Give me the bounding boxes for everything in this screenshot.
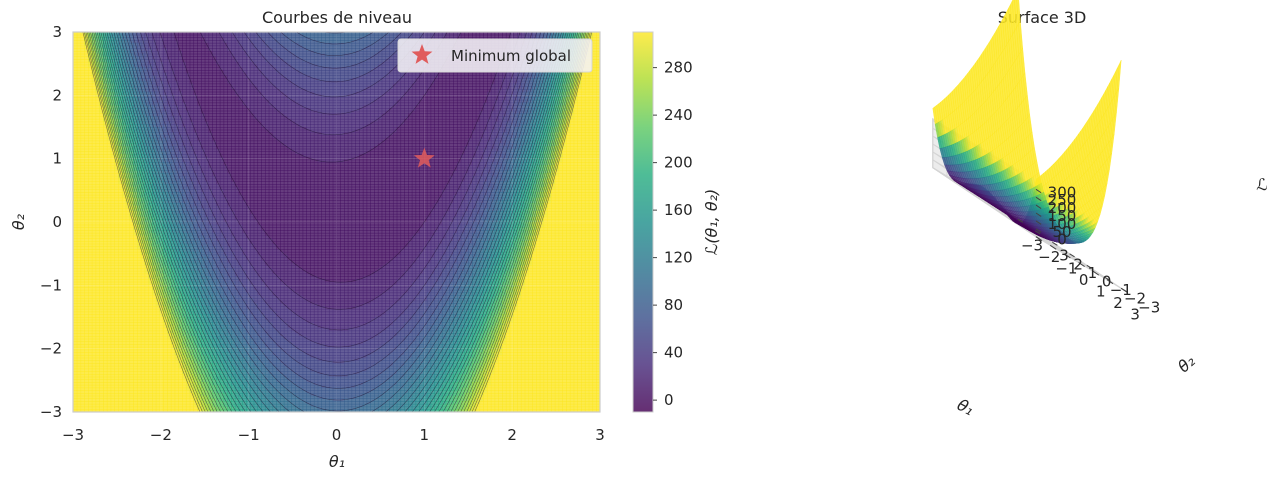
x-tick-labels: −3 −2 −1 0 1 2 3 <box>62 426 605 444</box>
x-tick-label: −2 <box>150 426 172 444</box>
y-tick-label: 2 <box>52 86 62 104</box>
colorbar-tick-label: 120 <box>664 249 693 267</box>
legend-label: Minimum global <box>451 47 571 65</box>
x-tick-label: −3 <box>62 426 84 444</box>
colorbar-gradient <box>633 32 653 412</box>
y-tick-label: −1 <box>40 276 62 294</box>
surface-y-tick-label: 0 <box>1102 273 1112 291</box>
x-tick-label: 1 <box>420 426 430 444</box>
colorbar-tick-label: 200 <box>664 154 693 172</box>
colorbar-tick-label: 0 <box>664 391 674 409</box>
surface-y-tick-label: −1 <box>1110 281 1132 299</box>
colorbar-tick-label: 240 <box>664 106 693 124</box>
surface-z-label: ℒ <box>1256 175 1267 194</box>
y-tick-label: 1 <box>52 150 62 168</box>
y-tick-label: −3 <box>40 403 62 421</box>
colorbar-tick-label: 280 <box>664 59 693 77</box>
colorbar-tick-label: 40 <box>664 344 683 362</box>
surface-y-tick-label: 3 <box>1059 247 1069 265</box>
contour-title: Courbes de niveau <box>262 8 412 27</box>
colorbar-label: ℒ(θ₁, θ₂) <box>702 189 721 256</box>
x-tick-label: 2 <box>507 426 517 444</box>
x-axis-label: θ₁ <box>329 452 345 471</box>
colorbar-tick-labels: 0 40 80 120 160 200 240 280 <box>653 59 693 410</box>
y-axis-label: θ₂ <box>9 213 28 230</box>
y-tick-label: 3 <box>52 23 62 41</box>
y-tick-label: 0 <box>52 213 62 231</box>
surface-y-label: θ₂ <box>1174 351 1199 376</box>
colorbar-tick-label: 80 <box>664 296 683 314</box>
legend: Minimum global <box>398 39 592 72</box>
x-tick-label: 3 <box>595 426 605 444</box>
x-tick-label: 0 <box>332 426 342 444</box>
surface-z-tick-label: 300 <box>1048 183 1077 201</box>
y-tick-labels: −3 −2 −1 0 1 2 3 <box>40 23 62 421</box>
surface-x-label: θ₁ <box>954 395 977 419</box>
surface-y-tick-label: 1 <box>1088 264 1098 282</box>
surface-y-tick-label: 2 <box>1073 255 1083 273</box>
y-tick-label: −2 <box>40 340 62 358</box>
contour-chart: Courbes de niveau −3 −2 −1 0 1 2 3 −3−2−10123 … <box>9 8 721 471</box>
colorbar: 0 40 80 120 160 200 240 280 ℒ(θ₁, θ₂) <box>633 32 721 412</box>
surface-mesh <box>933 0 1121 243</box>
colorbar-tick-label: 160 <box>664 201 693 219</box>
x-tick-label: −1 <box>238 426 260 444</box>
